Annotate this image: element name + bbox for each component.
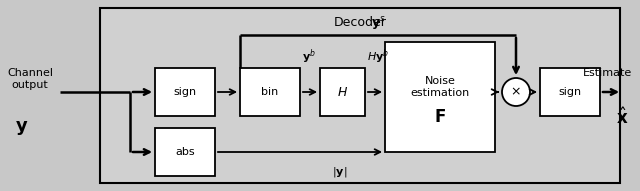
Bar — [320, 68, 365, 116]
Text: Decoder: Decoder — [333, 15, 387, 28]
Bar — [155, 68, 215, 116]
Text: abs: abs — [175, 147, 195, 157]
Text: bin: bin — [261, 87, 278, 97]
Text: $\mathbf{y}^s$: $\mathbf{y}^s$ — [371, 15, 385, 32]
Text: sign: sign — [173, 87, 196, 97]
Text: $\hat{\mathbf{x}}$: $\hat{\mathbf{x}}$ — [616, 108, 628, 128]
Text: $\mathbf{y}^b$: $\mathbf{y}^b$ — [302, 47, 316, 66]
Bar — [540, 68, 600, 116]
Bar — [240, 68, 300, 116]
Bar — [100, 8, 620, 183]
Text: $H\mathbf{y}^b$: $H\mathbf{y}^b$ — [367, 47, 389, 66]
Bar — [385, 42, 495, 152]
Text: $\mathbf{y}$: $\mathbf{y}$ — [15, 119, 29, 137]
Text: $H$: $H$ — [337, 86, 348, 99]
Bar — [155, 128, 215, 176]
Text: Channel
output: Channel output — [7, 68, 53, 90]
Text: $|\mathbf{y}|$: $|\mathbf{y}|$ — [332, 165, 348, 179]
Text: Noise
estimation: Noise estimation — [410, 76, 470, 98]
Text: Estimate: Estimate — [584, 68, 632, 78]
Text: sign: sign — [559, 87, 582, 97]
Text: ×: × — [511, 86, 521, 99]
Text: $\mathbf{F}$: $\mathbf{F}$ — [434, 108, 446, 126]
Circle shape — [502, 78, 530, 106]
